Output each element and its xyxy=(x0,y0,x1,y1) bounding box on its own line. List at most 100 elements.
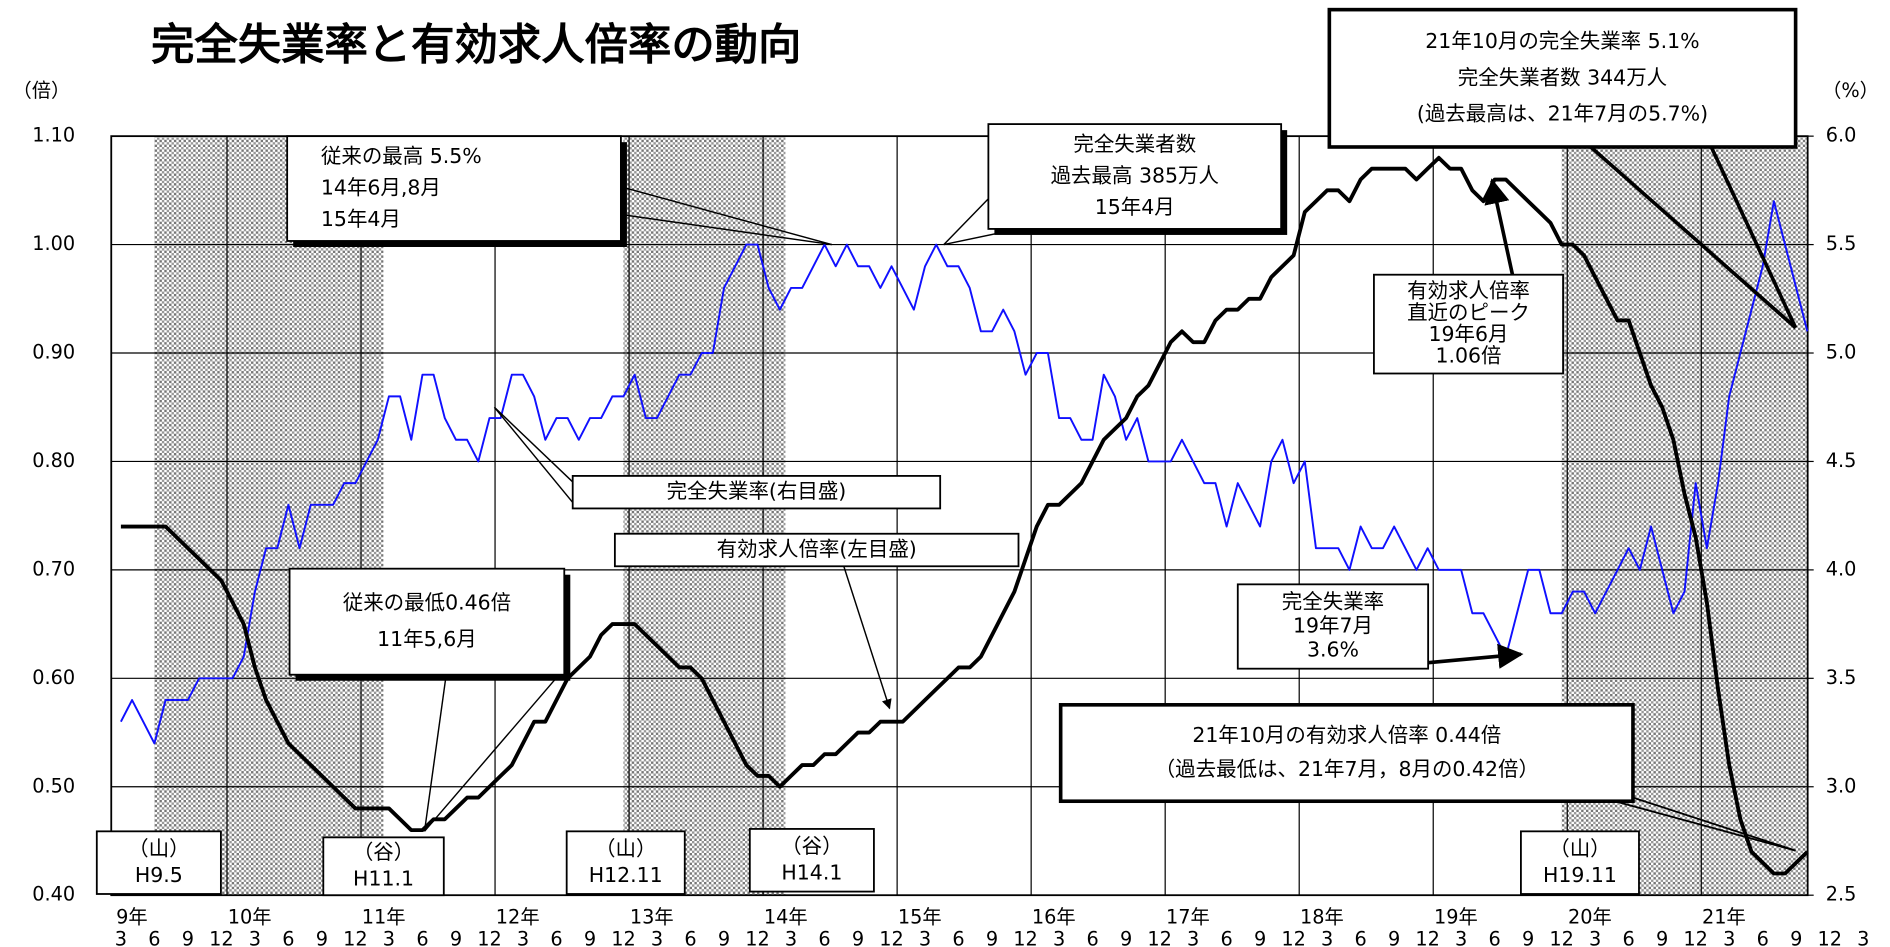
annotation: 19年7月 xyxy=(1293,614,1373,638)
year-label: 11年 xyxy=(362,906,406,929)
annotation: （過去最低は、21年7月，8月の0.42倍） xyxy=(1155,757,1539,781)
x-tick-label: 3 xyxy=(651,927,663,947)
callout-line xyxy=(1614,800,1796,852)
chart-title: 完全失業率と有効求人倍率の動向 xyxy=(151,21,801,71)
y2-tick-label: 3.0 xyxy=(1826,774,1857,797)
callout-line xyxy=(1589,145,1797,330)
callout-line xyxy=(943,198,989,246)
callout-line xyxy=(843,566,892,710)
x-tick-label: 9 xyxy=(1120,927,1132,947)
annotation-box xyxy=(286,135,622,242)
series-name-box xyxy=(613,532,1020,568)
x-tick-label: 6 xyxy=(416,927,428,947)
x-tick-label: 6 xyxy=(148,927,160,947)
x-tick-label: 3 xyxy=(1723,927,1735,947)
x-tick-label: 12 xyxy=(1415,927,1440,947)
x-tick-label: 12 xyxy=(1817,927,1842,947)
series-line xyxy=(120,155,1809,876)
x-tick-label: 3 xyxy=(919,927,931,947)
callout-line xyxy=(1484,178,1515,276)
x-tick-label: 3 xyxy=(1857,927,1869,947)
annotation: 1.06倍 xyxy=(1435,344,1501,368)
callout-line xyxy=(423,674,447,832)
cycle-label: H9.5 xyxy=(135,863,183,887)
year-label: 20年 xyxy=(1568,906,1612,929)
callout-line xyxy=(620,213,832,246)
year-label: 18年 xyxy=(1300,906,1344,929)
y-tick-label: 1.00 xyxy=(32,232,75,255)
x-tick-label: 9 xyxy=(986,927,998,947)
year-label: 13年 xyxy=(630,906,674,929)
y-tick-label: 0.90 xyxy=(32,341,75,364)
x-tick-label: 12 xyxy=(745,927,770,947)
x-tick-label: 9 xyxy=(182,927,194,947)
callout-line xyxy=(493,406,574,503)
year-label: 17年 xyxy=(1166,906,1210,929)
callout-line xyxy=(1427,643,1524,669)
x-tick-label: 12 xyxy=(1281,927,1306,947)
year-label: 16年 xyxy=(1032,906,1076,929)
x-tick-label: 3 xyxy=(249,927,261,947)
x-tick-label: 9 xyxy=(1254,927,1266,947)
year-label: 12年 xyxy=(496,906,540,929)
callout-line xyxy=(423,668,565,832)
annotation: 直近のピーク xyxy=(1407,300,1530,324)
plot-frame xyxy=(110,135,1809,897)
annotation-box xyxy=(1327,7,1798,149)
x-tick-label: 12 xyxy=(1683,927,1708,947)
x-tick-label: 12 xyxy=(611,927,636,947)
x-tick-label: 6 xyxy=(1086,927,1098,947)
annotation: 11年5,6月 xyxy=(377,627,477,651)
y2-tick-label: 4.5 xyxy=(1826,449,1857,472)
recession-band xyxy=(154,136,384,896)
callout-line xyxy=(1632,796,1796,852)
x-tick-label: 3 xyxy=(1187,927,1199,947)
x-tick-label: 12 xyxy=(1147,927,1172,947)
x-tick-label: 9 xyxy=(1388,927,1400,947)
x-tick-label: 9 xyxy=(450,927,462,947)
year-label: 14年 xyxy=(764,906,808,929)
x-tick-label: 6 xyxy=(550,927,562,947)
annotation: 完全失業者数 xyxy=(1073,132,1196,156)
x-tick-label: 6 xyxy=(1354,927,1366,947)
x-tick-label: 6 xyxy=(818,927,830,947)
cycle-label: （谷） xyxy=(353,840,414,864)
annotation: 15年4月 xyxy=(321,207,401,231)
y-axis-unit: （倍） xyxy=(12,79,70,102)
cycle-label-box xyxy=(748,828,875,893)
annotation: 15年4月 xyxy=(1095,195,1175,219)
y2-tick-label: 5.0 xyxy=(1826,341,1857,364)
x-tick-label: 12 xyxy=(1549,927,1574,947)
annotation-box xyxy=(1373,273,1564,375)
x-tick-label: 9 xyxy=(584,927,596,947)
callout-line xyxy=(620,186,832,246)
year-label: 10年 xyxy=(228,906,272,929)
x-tick-label: 6 xyxy=(952,927,964,947)
annotation-box xyxy=(1236,583,1430,670)
y2-tick-label: 2.5 xyxy=(1826,883,1857,906)
y-tick-label: 1.10 xyxy=(32,124,75,147)
series-line xyxy=(120,200,1809,745)
year-label: 19年 xyxy=(1434,906,1478,929)
cycle-label: （山） xyxy=(1549,836,1610,860)
x-tick-label: 12 xyxy=(343,927,368,947)
y-tick-label: 0.40 xyxy=(32,883,75,906)
x-tick-label: 12 xyxy=(477,927,502,947)
annotation: 有効求人倍率 xyxy=(1407,279,1530,303)
cycle-label: H19.11 xyxy=(1543,863,1617,887)
x-tick-label: 9 xyxy=(852,927,864,947)
cycle-label-box xyxy=(95,830,222,895)
x-tick-label: 6 xyxy=(1220,927,1232,947)
cycle-label: （谷） xyxy=(781,834,842,858)
series-name: 有効求人倍率(左目盛) xyxy=(717,537,917,561)
cycle-label-box xyxy=(322,836,445,897)
x-tick-label: 3 xyxy=(1053,927,1065,947)
series-name: 完全失業率(右目盛) xyxy=(667,479,847,503)
x-tick-label: 6 xyxy=(1489,927,1501,947)
x-tick-label: 12 xyxy=(209,927,234,947)
x-tick-label: 12 xyxy=(879,927,904,947)
x-tick-label: 3 xyxy=(1455,927,1467,947)
cycle-label: H12.11 xyxy=(589,863,663,887)
x-tick-label: 9 xyxy=(316,927,328,947)
